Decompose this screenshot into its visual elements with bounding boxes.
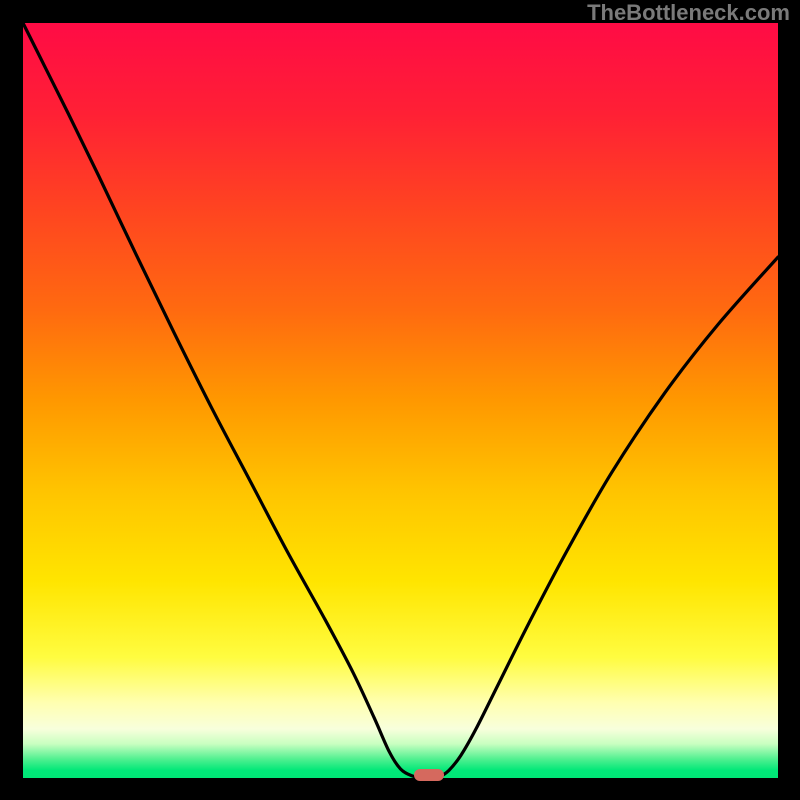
plot-area bbox=[23, 23, 778, 778]
bottleneck-curve bbox=[23, 23, 778, 778]
optimal-point-marker bbox=[414, 769, 444, 781]
curve-path bbox=[23, 23, 778, 778]
watermark-text: TheBottleneck.com bbox=[587, 0, 790, 26]
